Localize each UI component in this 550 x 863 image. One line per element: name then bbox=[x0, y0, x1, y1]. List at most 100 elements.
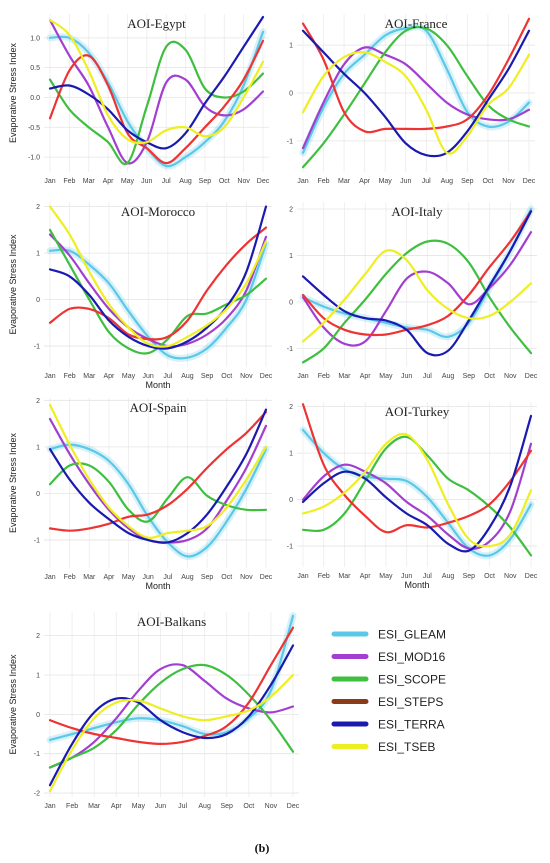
x-tick-label: Aug bbox=[442, 573, 455, 580]
panel-aoi-spain: 2 1 0 -1 Jan Feb Mar Apr May Jun Jul Aug Sep Oct Nov De… bbox=[8, 398, 273, 591]
y-tick-label: 0 bbox=[289, 299, 293, 306]
x-tick-label: Jan bbox=[297, 373, 308, 380]
panel-title: AOI-Egypt bbox=[127, 16, 186, 31]
x-tick-label: Apr bbox=[111, 803, 123, 810]
y-tick-label: -1 bbox=[34, 751, 40, 758]
x-tick-label: Dec bbox=[260, 574, 273, 581]
x-tick-label: Oct bbox=[221, 574, 232, 581]
series-line-esi-terra bbox=[48, 205, 268, 350]
y-tick-label: -1 bbox=[34, 344, 40, 351]
x-axis-label: Month bbox=[145, 380, 170, 390]
panel-title: AOI-Italy bbox=[391, 204, 443, 219]
x-tick-label: Jan bbox=[297, 573, 308, 580]
x-tick-label: Mar bbox=[338, 573, 351, 580]
series-line-esi-steps bbox=[301, 17, 531, 134]
x-tick-label: Mar bbox=[338, 178, 351, 185]
x-tick-label: Nov bbox=[502, 178, 515, 185]
x-tick-label: Oct bbox=[219, 178, 230, 185]
x-tick-label: Sep bbox=[201, 373, 214, 380]
x-tick-label: Mar bbox=[88, 803, 101, 810]
y-tick-label: 0 bbox=[36, 712, 40, 719]
y-tick-label: -1 bbox=[287, 544, 293, 551]
x-axis-label: Month bbox=[145, 581, 170, 591]
x-tick-label: Sep bbox=[463, 573, 476, 580]
x-tick-label: Oct bbox=[484, 573, 495, 580]
y-tick-label: -0.5 bbox=[28, 125, 40, 132]
x-tick-label: Aug bbox=[179, 178, 192, 185]
panel-aoi-egypt: 1.0 0.5 0.0 -0.5 -1.0 Jan Feb Mar Apr May Jun Jul Au… bbox=[8, 14, 270, 185]
y-tick-label: 2 bbox=[36, 633, 40, 640]
panel-title: AOI-Turkey bbox=[385, 404, 450, 419]
legend-label: ESI_TSEB bbox=[378, 740, 435, 754]
series-line-esi-mod16 bbox=[301, 231, 533, 347]
x-tick-label: Oct bbox=[484, 373, 495, 380]
series-line-esi-mod16 bbox=[48, 18, 265, 165]
series-line-esi-terra bbox=[301, 29, 531, 158]
x-tick-label: Jul bbox=[178, 803, 187, 810]
x-tick-label: Jul bbox=[163, 574, 172, 581]
figure-caption: (b) bbox=[255, 841, 270, 855]
x-tick-label: Nov bbox=[265, 803, 278, 810]
x-tick-label: Nov bbox=[237, 178, 250, 185]
y-tick-label: 1 bbox=[36, 251, 40, 258]
x-tick-label: Jan bbox=[44, 373, 55, 380]
legend-item-esi-gleam: ESI_GLEAM bbox=[331, 628, 446, 642]
x-tick-label: Feb bbox=[63, 178, 75, 185]
x-tick-label: Feb bbox=[318, 573, 330, 580]
x-tick-label: Mar bbox=[83, 373, 96, 380]
x-tick-label: Feb bbox=[66, 803, 78, 810]
panel-aoi-morocco: 2 1 0 -1 Jan Feb Mar Apr May Jun Jul Aug Sep Oct Nov De… bbox=[8, 202, 273, 390]
y-tick-label: 0 bbox=[289, 91, 293, 98]
panel-aoi-italy: 2 1 0 -1 Jan Feb Mar Apr May Jun Jul Aug Sep Oct Nov De… bbox=[287, 202, 538, 380]
x-tick-label: Nov bbox=[504, 373, 517, 380]
y-tick-label: 0 bbox=[36, 297, 40, 304]
series-line-esi-mod16 bbox=[301, 442, 533, 550]
series-line-esi-terra bbox=[48, 15, 265, 150]
series-line-esi-terra bbox=[48, 644, 295, 787]
x-tick-label: May bbox=[122, 574, 136, 581]
panel-aoi-france: 1 0 -1 Jan Feb Mar Apr May Jun Jul Aug Sep Oct Nov Dec… bbox=[287, 14, 536, 185]
x-tick-label: May bbox=[122, 373, 136, 380]
x-tick-label: Apr bbox=[360, 373, 372, 380]
legend-item-esi-mod16: ESI_MOD16 bbox=[331, 650, 446, 664]
x-tick-label: Apr bbox=[103, 178, 115, 185]
x-tick-label: Mar bbox=[83, 178, 96, 185]
y-tick-label: 0 bbox=[36, 491, 40, 498]
x-tick-label: Feb bbox=[64, 373, 76, 380]
x-tick-label: Dec bbox=[287, 803, 300, 810]
y-tick-label: -1 bbox=[287, 138, 293, 145]
legend: ESI_GLEAM ESI_MOD16 ESI_SCOPE ESI_STEPS ESI_… bbox=[331, 628, 446, 754]
x-tick-label: Jun bbox=[143, 373, 154, 380]
x-tick-label: Feb bbox=[318, 373, 330, 380]
y-axis-label: Evaporative Stress Index bbox=[8, 234, 18, 335]
series-line-esi-gleam bbox=[48, 614, 295, 741]
x-tick-label: Jun bbox=[401, 573, 412, 580]
x-tick-label: Jun bbox=[401, 373, 412, 380]
legend-label: ESI_MOD16 bbox=[378, 650, 446, 664]
y-axis-label: Evaporative Stress Index bbox=[8, 42, 18, 143]
x-tick-label: Jun bbox=[400, 178, 411, 185]
legend-item-esi-scope: ESI_SCOPE bbox=[331, 673, 446, 687]
y-tick-label: 1 bbox=[289, 451, 293, 458]
x-tick-label: Apr bbox=[359, 178, 371, 185]
x-tick-label: Apr bbox=[103, 373, 115, 380]
y-tick-label: 2 bbox=[289, 206, 293, 213]
y-axis-label: Evaporative Stress Index bbox=[8, 432, 18, 533]
y-tick-label: 1.0 bbox=[30, 35, 40, 42]
x-tick-label: Feb bbox=[318, 178, 330, 185]
x-tick-label: Jul bbox=[422, 178, 431, 185]
series-line-esi-scope bbox=[301, 25, 531, 169]
y-tick-label: 0 bbox=[289, 497, 293, 504]
grid bbox=[297, 402, 537, 567]
series-line-esi-steps bbox=[48, 226, 268, 341]
series-line-esi-mod16 bbox=[48, 417, 268, 544]
x-tick-label: Oct bbox=[243, 803, 254, 810]
x-tick-label: Feb bbox=[64, 574, 76, 581]
series-line-esi-terra bbox=[48, 408, 268, 544]
legend-label: ESI_GLEAM bbox=[378, 628, 446, 642]
x-tick-label: May bbox=[379, 178, 393, 185]
legend-label: ESI_STEPS bbox=[378, 695, 443, 709]
x-tick-label: Aug bbox=[181, 574, 194, 581]
series-line-esi-scope bbox=[48, 40, 265, 166]
